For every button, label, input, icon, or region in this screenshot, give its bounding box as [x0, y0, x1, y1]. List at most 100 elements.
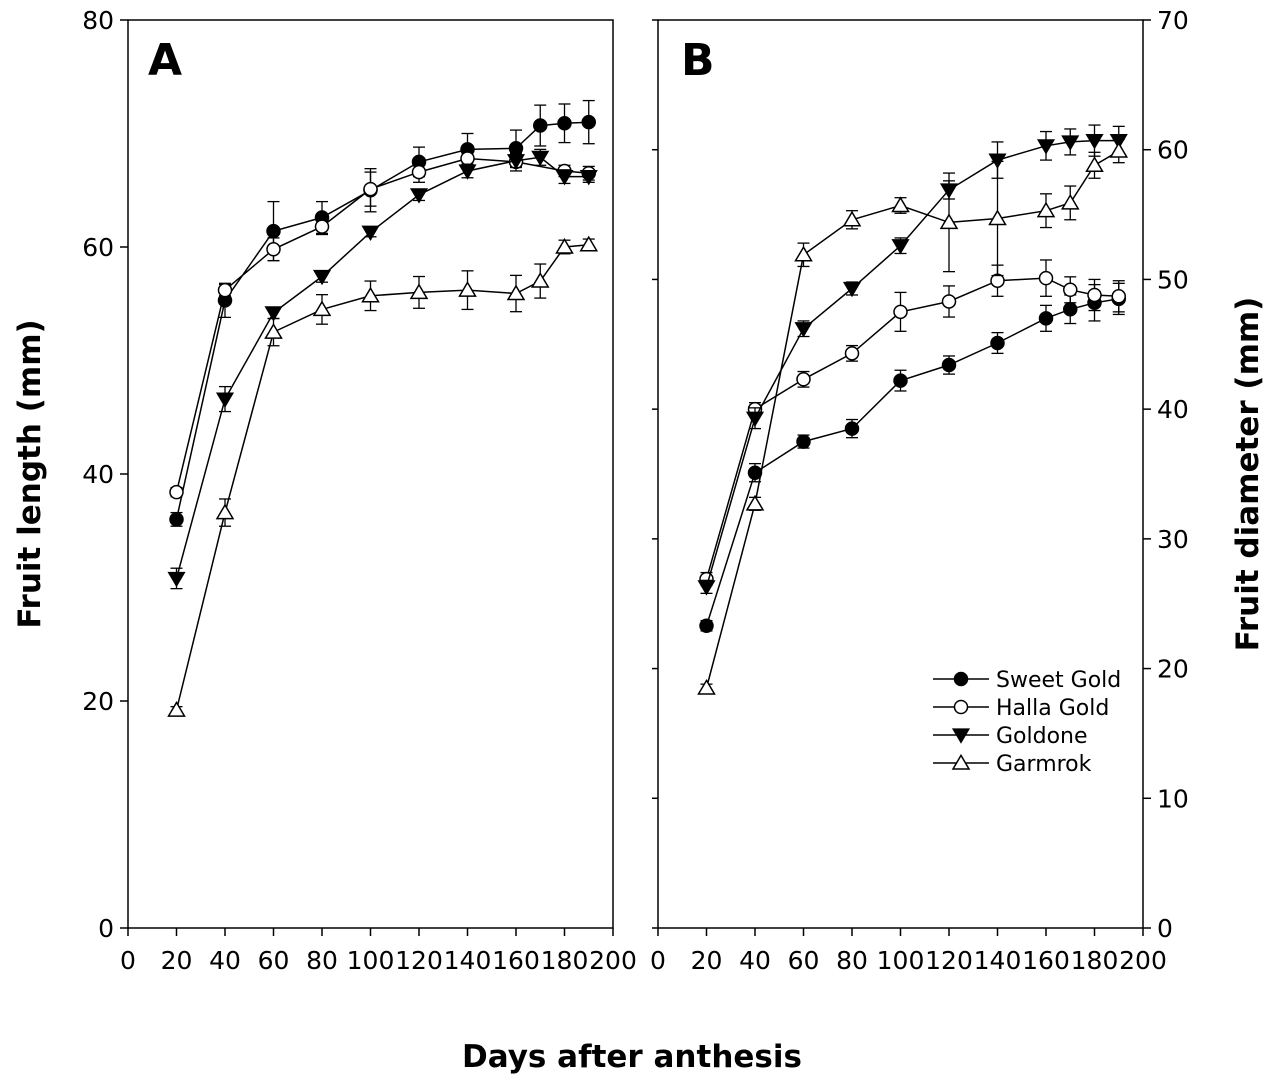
x-tick-label: 20: [161, 946, 193, 975]
legend-item-garmrok: Garmrok: [933, 752, 1092, 777]
x-tick-label: 80: [306, 946, 338, 975]
data-point: [167, 571, 186, 588]
data-point: [1036, 139, 1056, 155]
data-point: [941, 357, 957, 373]
y-tick-label: 0: [1157, 914, 1173, 943]
legend-item-halla-gold: Halla Gold: [933, 696, 1109, 721]
x-tick-label: 160: [1022, 946, 1070, 975]
y-tick-label: 30: [1157, 525, 1189, 554]
x-tick-label: 0: [120, 946, 136, 975]
data-point: [697, 580, 716, 596]
series-line: [175, 157, 589, 493]
data-point: [1038, 270, 1054, 286]
x-tick-label: 180: [1071, 946, 1119, 975]
data-point: [506, 284, 526, 301]
legend-label: Halla Gold: [996, 696, 1109, 721]
data-point: [531, 150, 550, 167]
x-tick-label: 100: [347, 946, 395, 975]
series-halla-gold: [169, 148, 596, 500]
series-line: [705, 277, 1119, 580]
legend-marker: [953, 671, 969, 687]
data-point: [745, 494, 765, 511]
series-line: [175, 121, 589, 520]
data-point: [988, 209, 1007, 226]
x-tick-label: 180: [541, 946, 589, 975]
x-tick-label: 60: [258, 946, 290, 975]
series-line: [175, 243, 589, 711]
data-point: [1085, 134, 1104, 150]
data-point: [891, 196, 910, 213]
data-point: [893, 373, 908, 388]
panel-b-frame: [657, 19, 1144, 929]
data-point: [796, 434, 811, 449]
x-axis-title: Days after anthesis: [462, 1039, 802, 1075]
data-point: [794, 322, 813, 338]
x-tick-label: 140: [444, 946, 492, 975]
panel-a-y-ticks: 0 20 40 60 80: [82, 6, 128, 943]
data-point: [363, 181, 378, 197]
data-point: [557, 116, 572, 131]
data-point: [264, 323, 283, 339]
data-point: [1036, 201, 1056, 218]
legend-item-sweet-gold: Sweet Gold: [933, 668, 1121, 693]
data-point: [581, 114, 596, 130]
data-point: [579, 235, 599, 252]
data-point: [1038, 311, 1054, 326]
data-point: [794, 245, 813, 262]
legend-label: Goldone: [996, 724, 1088, 749]
data-point: [745, 411, 765, 428]
legend-marker: [951, 753, 971, 770]
data-point: [1109, 141, 1129, 158]
x-tick-label: 20: [691, 946, 723, 975]
data-point: [579, 170, 598, 186]
data-point: [530, 271, 550, 288]
series-goldone: [167, 148, 598, 590]
panel-a: A Fruit length (mm) 0 20 40 60 80 100 120 140 16…: [12, 6, 637, 975]
panel-b: B Fruit diameter (mm) Sweet Gold Halla Go…: [650, 6, 1266, 975]
panel-b-x-ticks: 0 20 40 60 80 100 120 140 160 180 200: [650, 928, 1167, 975]
data-point: [697, 678, 716, 695]
data-point: [215, 392, 235, 408]
panel-a-letter: A: [148, 35, 182, 86]
data-point: [458, 164, 477, 180]
legend-marker: [951, 728, 971, 744]
y-tick-label: 40: [1157, 395, 1189, 424]
data-point: [990, 335, 1005, 351]
x-tick-label: 200: [589, 946, 637, 975]
data-point: [844, 346, 860, 361]
data-point: [169, 484, 184, 500]
data-point: [409, 188, 429, 204]
series-line: [175, 156, 589, 579]
series-goldone: [697, 124, 1128, 596]
y-tick-label: 50: [1157, 265, 1189, 294]
panel-a-ylabel: Fruit length (mm): [12, 319, 48, 628]
x-tick-label: 0: [650, 946, 666, 975]
data-point: [264, 306, 283, 322]
data-point: [796, 372, 811, 387]
data-point: [169, 512, 184, 527]
panel-b-letter: B: [681, 35, 715, 86]
x-tick-label: 40: [739, 946, 771, 975]
x-tick-label: 140: [974, 946, 1022, 975]
data-point: [893, 304, 908, 320]
legend-marker: [953, 699, 969, 715]
series-line: [705, 298, 1119, 627]
series-halla-gold: [699, 259, 1126, 587]
legend: Sweet Gold Halla Gold Goldone Garmrok: [933, 668, 1121, 777]
data-point: [460, 151, 475, 166]
data-point: [217, 282, 233, 298]
data-point: [506, 154, 526, 170]
series-garmrok: [167, 235, 599, 717]
data-point: [314, 219, 330, 234]
x-tick-label: 120: [395, 946, 443, 975]
data-point: [312, 300, 332, 317]
data-point: [1063, 302, 1078, 317]
data-point: [844, 421, 860, 436]
x-tick-label: 40: [209, 946, 241, 975]
x-tick-label: 80: [836, 946, 868, 975]
y-tick-label: 70: [1157, 6, 1189, 35]
data-point: [458, 281, 477, 297]
x-tick-label: 200: [1119, 946, 1167, 975]
data-point: [1061, 135, 1080, 151]
